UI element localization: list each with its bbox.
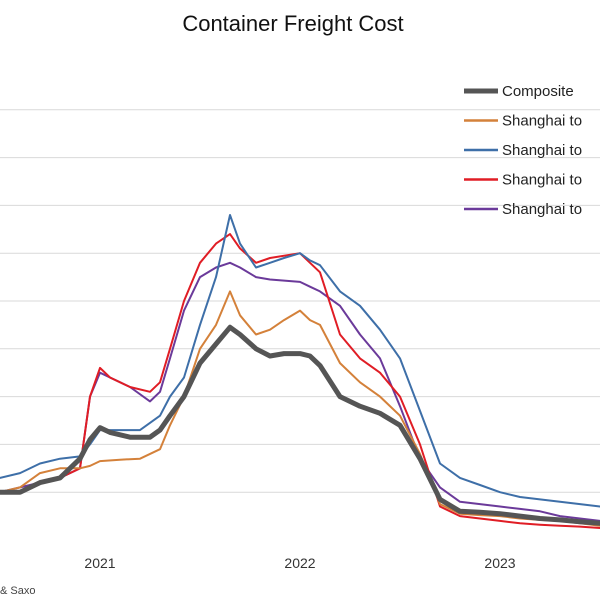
legend-label: Shanghai to [502,172,582,189]
legend: Composite Shanghai to Shanghai to Shangha… [464,83,582,218]
x-tick-label: 2023 [484,555,515,571]
series-layer [0,214,600,529]
grid-layer [0,109,600,493]
legend-label: Composite [502,83,574,100]
series-line-3 [0,233,600,529]
x-axis: 2021 2022 2023 [84,555,515,571]
legend-label: Shanghai to [502,113,582,130]
x-tick-label: 2021 [84,555,115,571]
legend-label: Shanghai to [502,142,582,159]
chart-title: Container Freight Cost [182,11,403,36]
series-line-4 [0,261,600,522]
x-tick-label: 2022 [284,555,315,571]
legend-label: Shanghai to [502,201,582,218]
series-line-0 [0,324,600,526]
series-line-2 [0,214,600,508]
source-note: & Saxo [0,585,35,597]
series-line-1 [0,290,600,527]
